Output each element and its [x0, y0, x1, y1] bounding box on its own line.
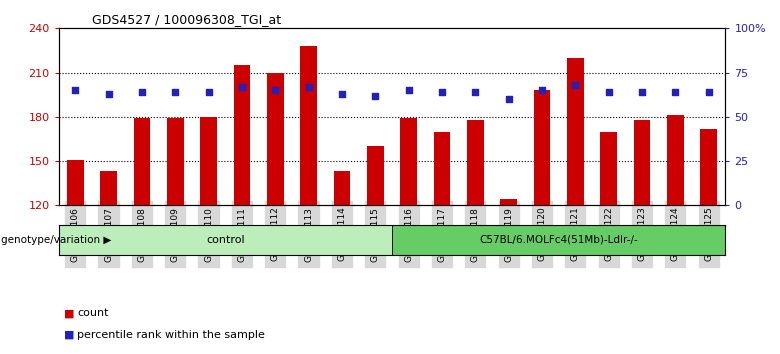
Point: [69, 87, 81, 93]
Point: [636, 89, 648, 95]
Point: [703, 89, 715, 95]
Point: [202, 89, 215, 95]
Bar: [700, 129, 717, 205]
Bar: [133, 118, 151, 205]
Bar: [167, 118, 183, 205]
Point: [569, 82, 582, 88]
Text: GDS4527 / 100096308_TGI_at: GDS4527 / 100096308_TGI_at: [92, 13, 281, 26]
Bar: [667, 115, 684, 205]
Point: [369, 93, 381, 98]
Point: [436, 89, 448, 95]
Bar: [434, 132, 450, 205]
Bar: [58, 225, 392, 255]
Text: ■: ■: [64, 308, 74, 318]
Bar: [633, 120, 651, 205]
Point: [669, 89, 682, 95]
Point: [269, 87, 282, 93]
Bar: [500, 199, 517, 205]
Bar: [367, 146, 384, 205]
Bar: [601, 132, 617, 205]
Text: genotype/variation ▶: genotype/variation ▶: [1, 235, 112, 245]
Point: [602, 89, 615, 95]
Point: [303, 84, 315, 90]
Point: [236, 84, 248, 90]
Point: [102, 91, 115, 97]
Text: ■: ■: [64, 330, 74, 339]
Point: [136, 89, 148, 95]
Text: count: count: [77, 308, 108, 318]
Point: [335, 91, 348, 97]
Text: control: control: [206, 235, 245, 245]
Bar: [267, 73, 284, 205]
Bar: [392, 225, 725, 255]
Bar: [300, 46, 317, 205]
Bar: [400, 118, 417, 205]
Point: [469, 89, 481, 95]
Point: [402, 87, 415, 93]
Point: [169, 89, 182, 95]
Text: percentile rank within the sample: percentile rank within the sample: [77, 330, 265, 339]
Point: [502, 96, 515, 102]
Text: C57BL/6.MOLFc4(51Mb)-Ldlr-/-: C57BL/6.MOLFc4(51Mb)-Ldlr-/-: [479, 235, 638, 245]
Bar: [334, 171, 350, 205]
Bar: [467, 120, 484, 205]
Bar: [534, 90, 551, 205]
Bar: [67, 160, 83, 205]
Point: [536, 87, 548, 93]
Bar: [200, 117, 217, 205]
Bar: [567, 58, 583, 205]
Bar: [233, 65, 250, 205]
Bar: [100, 171, 117, 205]
